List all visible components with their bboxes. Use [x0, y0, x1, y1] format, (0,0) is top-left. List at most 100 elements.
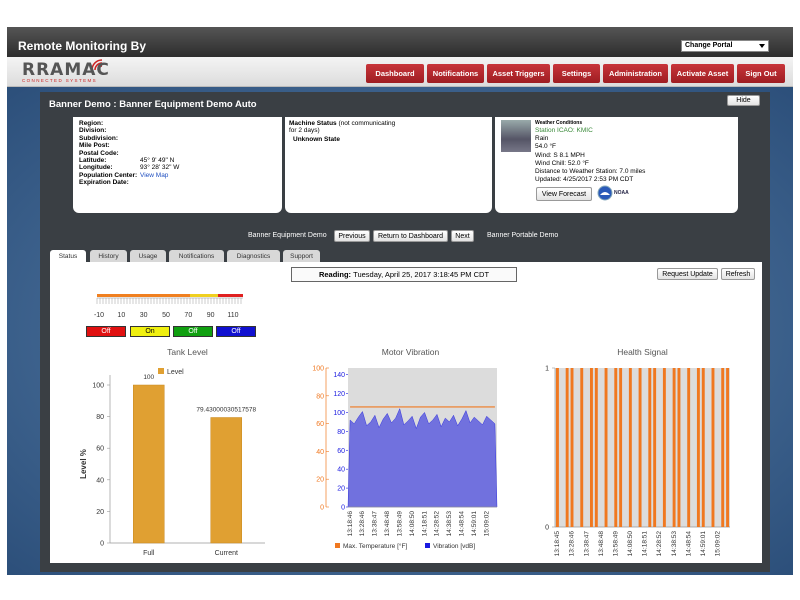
gauge-tick-label: 30: [140, 312, 148, 319]
x-tick-label: 14:28:52: [434, 511, 441, 537]
x-tick-label: 13:28:46: [569, 531, 576, 557]
x-tick-label: 13:48:48: [384, 511, 391, 537]
y-tick-label: 100: [312, 366, 324, 373]
y-tick-label: 80: [96, 414, 104, 421]
nav-button[interactable]: Activate Asset: [671, 64, 734, 83]
header-bar: [7, 27, 793, 57]
bar: [721, 368, 725, 527]
x-tick-label: 13:38:47: [583, 531, 590, 557]
bar: [590, 368, 593, 527]
data-label: 100: [143, 374, 154, 381]
x-tick-label: 14:08:50: [627, 531, 634, 557]
reading-value: Tuesday, April 25, 2017 3:18:45 PM CDT: [353, 270, 490, 279]
location-box: Region: Division: Subdivision: Mile Post: Po…: [73, 117, 282, 213]
field-label: Latitude:: [79, 157, 107, 164]
legend-swatch: [158, 368, 164, 374]
x-tick-label: 13:58:49: [612, 531, 619, 557]
y2-tick-label: 140: [333, 372, 345, 379]
chart-title: Motor Vibration: [382, 347, 440, 357]
field-label: Postal Code:: [79, 149, 119, 157]
weather-wind: Wind: S 8.1 MPH: [535, 152, 585, 159]
gauge-band: [190, 294, 218, 297]
nav-button[interactable]: Settings: [553, 64, 600, 83]
y-tick-label: 40: [96, 477, 104, 484]
x-tick-label: 13:38:47: [372, 511, 379, 537]
noaa-logo: [597, 185, 613, 201]
machine-status-box: Machine Status (not communicating for 2 …: [285, 117, 492, 213]
field-label: Longitude:: [79, 164, 113, 172]
bar: [662, 368, 666, 527]
tab[interactable]: History: [90, 250, 127, 262]
legend-label: Level: [167, 369, 184, 376]
nav-button[interactable]: Notifications: [427, 64, 484, 83]
reading-label: Reading:: [318, 270, 352, 279]
bar: [565, 368, 569, 527]
view-forecast-button[interactable]: View Forecast: [536, 187, 592, 201]
noaa-text: NOAA: [614, 190, 629, 196]
bar: [580, 368, 584, 527]
dashboard-button[interactable]: Return to Dashboard: [373, 230, 448, 242]
bar: [210, 417, 242, 544]
tab[interactable]: Notifications: [169, 250, 224, 262]
weather-wind-chill: Wind Chill: 52.0 °F: [535, 160, 589, 167]
x-tick-label: 14:48:54: [685, 531, 692, 557]
tab[interactable]: Support: [283, 250, 320, 262]
y-axis-label: Level %: [79, 449, 88, 479]
x-tick-label: 14:18:51: [642, 531, 649, 557]
field-label: Subdivision:: [79, 134, 118, 142]
previous-asset-name: Banner Equipment Demo: [248, 232, 327, 239]
x-tick-label: 14:38:53: [446, 511, 453, 537]
gauge-tick-label: 110: [227, 312, 238, 319]
field-label: Region:: [79, 120, 104, 127]
x-tick-label: Full: [143, 550, 155, 557]
y2-tick-label: 120: [333, 391, 345, 398]
field-value: 93° 28' 32" W: [140, 164, 180, 172]
weather-box: Weather Conditions Station ICAO: KMIC Ra…: [495, 117, 738, 213]
state-indicator: On: [130, 326, 170, 337]
chart-title: Tank Level: [167, 347, 208, 357]
nav-button[interactable]: Dashboard: [366, 64, 424, 83]
x-tick-label: 15:09:02: [715, 531, 722, 557]
y-tick-label: 0: [545, 525, 549, 532]
tab[interactable]: Status: [50, 250, 86, 263]
next-button[interactable]: Next: [451, 230, 474, 242]
bar: [677, 368, 681, 527]
panel-title: Banner Demo : Banner Equipment Demo Auto: [49, 99, 257, 110]
nav-button[interactable]: Sign Out: [737, 64, 785, 83]
dropdown-arrow: [759, 44, 765, 48]
x-tick-label: 14:28:52: [656, 531, 663, 557]
bar: [570, 368, 574, 527]
gauge-tick-label: 90: [207, 312, 215, 319]
legend-label: Max. Temperature [°F]: [343, 542, 407, 550]
y-tick-label: 40: [316, 449, 324, 456]
y-tick-label: 0: [320, 505, 324, 512]
tab[interactable]: Usage: [130, 250, 166, 262]
weather-distance: Distance to Weather Station: 7.0 miles: [535, 168, 646, 175]
y-tick-label: 80: [316, 393, 324, 400]
refresh-button[interactable]: Refresh: [721, 268, 755, 280]
request-update-button[interactable]: Request Update: [657, 268, 718, 280]
bar: [696, 368, 700, 527]
x-tick-label: 14:59:01: [471, 511, 478, 537]
y2-tick-label: 80: [337, 429, 345, 436]
tab[interactable]: Diagnostics: [227, 250, 280, 262]
portal-select[interactable]: Change Portal: [681, 40, 769, 52]
nav-button[interactable]: Asset Triggers: [487, 64, 550, 83]
nav-button[interactable]: Administration: [603, 64, 668, 83]
bar: [672, 368, 676, 527]
logo-signal-icon: [91, 59, 103, 71]
state-indicator: Off: [173, 326, 213, 337]
bar: [619, 368, 623, 527]
bar: [638, 368, 642, 527]
state-indicator: Off: [86, 326, 126, 337]
bar: [648, 368, 652, 527]
previous-button[interactable]: Previous: [334, 230, 370, 242]
data-label: 79.43000030517578: [196, 407, 256, 414]
view-map-link[interactable]: View Map: [140, 171, 169, 179]
gauge-band: [97, 294, 190, 297]
field-label: Division:: [79, 127, 107, 135]
machine-status-note: (not communicating for 2 days): [289, 120, 396, 134]
bar: [711, 368, 715, 527]
hide-button[interactable]: Hide: [727, 95, 760, 106]
